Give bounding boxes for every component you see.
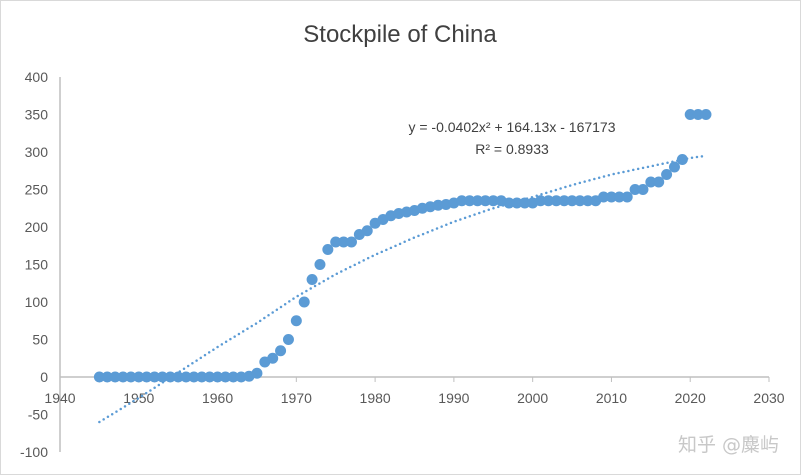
data-point bbox=[180, 371, 192, 383]
data-point bbox=[479, 195, 491, 207]
data-point bbox=[164, 371, 176, 383]
x-tick-label: 2010 bbox=[596, 390, 627, 406]
x-tick-label: 1990 bbox=[438, 390, 469, 406]
y-tick-label: 150 bbox=[25, 257, 49, 273]
y-tick-label: -50 bbox=[28, 407, 48, 423]
data-point bbox=[566, 195, 578, 207]
data-point bbox=[684, 109, 696, 120]
data-point bbox=[117, 371, 129, 383]
trendline-equation: y = -0.0402x² + 164.13x - 167173 bbox=[408, 119, 615, 135]
x-tick-label: 1980 bbox=[360, 390, 391, 406]
data-point bbox=[275, 345, 287, 357]
data-point bbox=[133, 371, 145, 383]
data-point bbox=[290, 315, 302, 327]
data-point bbox=[227, 371, 239, 383]
x-tick-label: 2030 bbox=[753, 390, 784, 406]
data-point bbox=[511, 197, 523, 209]
x-tick-label: 1970 bbox=[281, 390, 312, 406]
data-point bbox=[605, 191, 617, 203]
data-point bbox=[149, 371, 161, 383]
data-point bbox=[503, 197, 515, 209]
x-tick-label: 1960 bbox=[202, 390, 233, 406]
y-tick-label: 200 bbox=[25, 219, 49, 235]
data-point bbox=[598, 191, 610, 203]
data-point bbox=[212, 371, 224, 383]
data-point bbox=[267, 352, 279, 364]
y-tick-label: 250 bbox=[25, 182, 49, 198]
data-point bbox=[637, 184, 649, 195]
data-point bbox=[582, 195, 594, 207]
y-tick-label: 300 bbox=[25, 144, 49, 160]
data-point bbox=[613, 191, 625, 203]
data-point bbox=[141, 371, 153, 383]
data-point bbox=[251, 367, 263, 379]
data-point bbox=[306, 274, 318, 285]
data-point bbox=[282, 334, 294, 345]
y-tick-label: 0 bbox=[40, 369, 48, 385]
y-tick-label: 400 bbox=[25, 69, 49, 85]
data-point bbox=[345, 236, 357, 248]
data-point bbox=[314, 259, 326, 270]
data-point bbox=[472, 195, 484, 207]
data-point bbox=[338, 236, 350, 248]
data-point bbox=[432, 199, 444, 211]
data-point bbox=[464, 195, 476, 207]
trendline-r-squared: R² = 0.8933 bbox=[475, 141, 549, 157]
data-point bbox=[653, 176, 665, 188]
data-point bbox=[172, 371, 184, 383]
data-point bbox=[204, 371, 216, 383]
data-point bbox=[668, 161, 680, 173]
x-tick-label: 2020 bbox=[675, 390, 706, 406]
data-point bbox=[661, 169, 673, 180]
data-point bbox=[298, 296, 310, 308]
data-point bbox=[692, 109, 704, 120]
data-point bbox=[235, 371, 247, 383]
data-point bbox=[196, 371, 208, 383]
data-point bbox=[550, 195, 562, 207]
data-point bbox=[574, 195, 586, 207]
data-point bbox=[558, 195, 570, 207]
trendline bbox=[98, 154, 708, 424]
y-tick-label: 50 bbox=[32, 332, 48, 348]
data-point bbox=[700, 109, 712, 120]
data-point bbox=[219, 371, 231, 383]
data-point bbox=[101, 371, 113, 383]
data-point bbox=[645, 176, 657, 188]
data-point bbox=[535, 195, 547, 207]
data-point bbox=[621, 191, 633, 203]
data-point bbox=[542, 195, 554, 207]
data-point bbox=[125, 371, 137, 383]
data-point bbox=[322, 244, 334, 255]
data-point bbox=[156, 371, 168, 383]
watermark: 知乎 @麋屿 bbox=[677, 434, 779, 456]
x-tick-label: 1940 bbox=[44, 390, 75, 406]
chart-title: Stockpile of China bbox=[303, 21, 497, 48]
data-point bbox=[676, 154, 688, 165]
x-tick-label: 2000 bbox=[517, 390, 548, 406]
data-point bbox=[519, 197, 531, 209]
data-point bbox=[361, 225, 373, 237]
y-tick-label: -100 bbox=[20, 444, 48, 460]
data-point bbox=[330, 236, 342, 248]
data-point bbox=[456, 195, 468, 207]
y-tick-label: 100 bbox=[25, 294, 49, 310]
data-point bbox=[188, 371, 200, 383]
data-point bbox=[93, 371, 105, 383]
y-tick-label: 350 bbox=[25, 107, 49, 123]
data-point bbox=[487, 195, 499, 207]
data-point bbox=[629, 184, 641, 195]
data-point bbox=[109, 371, 121, 383]
